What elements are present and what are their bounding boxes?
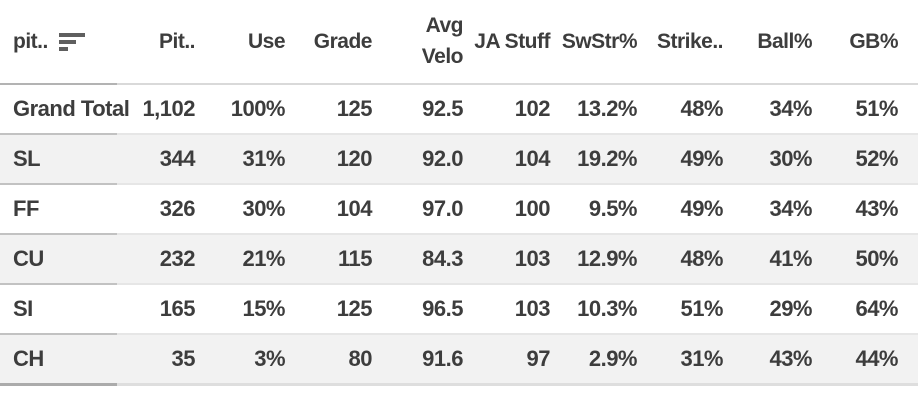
stat-cell[interactable]: 125 bbox=[285, 284, 373, 335]
stat-cell[interactable]: 51% bbox=[637, 284, 724, 335]
column-header-strike[interactable]: Strike.. bbox=[637, 0, 724, 85]
column-header-avg-velo[interactable]: Avg Velo bbox=[372, 0, 464, 85]
table-row: SL 344 31% 120 92.0 104 19.2% 49% 30% 52% bbox=[0, 134, 918, 185]
stat-cell[interactable]: 21% bbox=[195, 234, 286, 285]
pitch-type-cell[interactable]: FF bbox=[0, 184, 117, 235]
column-header-grade[interactable]: Grade bbox=[285, 0, 373, 85]
pitch-stats-table: pit.. Pit.. Use Grade Avg Velo JA Stuff … bbox=[0, 0, 918, 386]
stat-cell[interactable]: 19.2% bbox=[550, 134, 638, 185]
stat-cell[interactable]: 3% bbox=[195, 334, 286, 386]
stat-cell[interactable]: 92.5 bbox=[372, 84, 464, 135]
stat-cell[interactable]: 64% bbox=[812, 284, 918, 335]
column-header-pitches-label: Pit.. bbox=[158, 29, 196, 53]
column-header-ball-pct[interactable]: Ball% bbox=[723, 0, 812, 85]
stat-cell[interactable]: 165 bbox=[117, 284, 196, 335]
column-header-gb-pct-label: GB% bbox=[849, 29, 898, 53]
stat-cell[interactable]: 43% bbox=[723, 334, 813, 386]
stat-cell[interactable]: 104 bbox=[463, 134, 551, 185]
stat-cell[interactable]: 13.2% bbox=[550, 84, 638, 135]
stat-cell[interactable]: 326 bbox=[117, 184, 196, 235]
column-header-strike-label: Strike.. bbox=[656, 29, 724, 53]
table-row: FF 326 30% 104 97.0 100 9.5% 49% 34% 43% bbox=[0, 184, 918, 235]
stat-cell[interactable]: 97.0 bbox=[372, 184, 464, 235]
stat-cell[interactable]: 34% bbox=[723, 184, 813, 235]
table-row: SI 165 15% 125 96.5 103 10.3% 51% 29% 64% bbox=[0, 284, 918, 335]
column-header-use[interactable]: Use bbox=[195, 0, 286, 85]
stat-cell[interactable]: 120 bbox=[285, 134, 373, 185]
stat-cell[interactable]: 84.3 bbox=[372, 234, 464, 285]
column-header-ja-stuff-label: JA Stuff bbox=[474, 29, 550, 53]
table-row: CH 35 3% 80 91.6 97 2.9% 31% 43% 44% bbox=[0, 334, 918, 386]
table-body: Grand Total 1,102 100% 125 92.5 102 13.2% 48% 34… bbox=[0, 84, 918, 386]
stat-cell[interactable]: 102 bbox=[463, 84, 551, 135]
stat-cell[interactable]: 232 bbox=[117, 234, 196, 285]
stat-cell[interactable]: 51% bbox=[812, 84, 918, 135]
pitch-type-cell[interactable]: CU bbox=[0, 234, 117, 285]
table-header: pit.. Pit.. Use Grade Avg Velo JA Stuff … bbox=[0, 0, 918, 85]
stat-cell[interactable]: 35 bbox=[117, 334, 196, 386]
stat-cell[interactable]: 30% bbox=[195, 184, 286, 235]
stat-cell[interactable]: 100% bbox=[195, 84, 286, 135]
stat-cell[interactable]: 52% bbox=[812, 134, 918, 185]
stat-cell[interactable]: 48% bbox=[637, 84, 724, 135]
stat-cell[interactable]: 44% bbox=[812, 334, 918, 386]
pitch-type-cell[interactable]: SL bbox=[0, 134, 117, 185]
stat-cell[interactable]: 2.9% bbox=[550, 334, 638, 386]
stat-cell[interactable]: 80 bbox=[285, 334, 373, 386]
column-header-pitches[interactable]: Pit.. bbox=[117, 0, 196, 85]
stat-cell[interactable]: 104 bbox=[285, 184, 373, 235]
table-row: CU 232 21% 115 84.3 103 12.9% 48% 41% 50% bbox=[0, 234, 918, 285]
column-header-ja-stuff[interactable]: JA Stuff bbox=[463, 0, 550, 85]
header-row: pit.. Pit.. Use Grade Avg Velo JA Stuff … bbox=[0, 0, 918, 85]
stat-cell[interactable]: 29% bbox=[723, 284, 813, 335]
stat-cell[interactable]: 34% bbox=[723, 84, 813, 135]
stat-cell[interactable]: 48% bbox=[637, 234, 724, 285]
stat-cell[interactable]: 49% bbox=[637, 134, 724, 185]
sort-descending-icon[interactable] bbox=[58, 32, 85, 51]
stat-cell[interactable]: 100 bbox=[463, 184, 551, 235]
stat-cell[interactable]: 103 bbox=[463, 234, 551, 285]
stat-cell[interactable]: 125 bbox=[285, 84, 373, 135]
stat-cell[interactable]: 344 bbox=[117, 134, 196, 185]
table-row: Grand Total 1,102 100% 125 92.5 102 13.2% 48% 34… bbox=[0, 84, 918, 135]
stat-cell[interactable]: 97 bbox=[463, 334, 551, 386]
column-header-gb-pct[interactable]: GB% bbox=[812, 0, 918, 85]
stat-cell[interactable]: 103 bbox=[463, 284, 551, 335]
stat-cell[interactable]: 1,102 bbox=[117, 84, 196, 135]
column-header-ball-pct-label: Ball% bbox=[757, 29, 812, 53]
stat-cell[interactable]: 43% bbox=[812, 184, 918, 235]
stat-cell[interactable]: 96.5 bbox=[372, 284, 464, 335]
pitch-type-cell[interactable]: CH bbox=[0, 334, 117, 386]
stat-cell[interactable]: 49% bbox=[637, 184, 724, 235]
column-header-pitch-type[interactable]: pit.. bbox=[0, 0, 117, 85]
pitch-type-cell[interactable]: SI bbox=[0, 284, 117, 335]
stat-cell[interactable]: 50% bbox=[812, 234, 918, 285]
stat-cell[interactable]: 12.9% bbox=[550, 234, 638, 285]
stat-cell[interactable]: 92.0 bbox=[372, 134, 464, 185]
stat-cell[interactable]: 115 bbox=[285, 234, 373, 285]
pitch-type-cell[interactable]: Grand Total bbox=[0, 84, 130, 135]
stat-cell[interactable]: 31% bbox=[195, 134, 286, 185]
column-header-grade-label: Grade bbox=[313, 29, 373, 53]
stat-cell[interactable]: 10.3% bbox=[550, 284, 638, 335]
column-header-swstr-pct-label: SwStr% bbox=[561, 29, 638, 53]
column-header-pitch-type-label: pit.. bbox=[13, 29, 48, 53]
stat-cell[interactable]: 30% bbox=[723, 134, 813, 185]
stat-cell[interactable]: 91.6 bbox=[372, 334, 464, 386]
column-header-use-label: Use bbox=[247, 29, 286, 53]
stat-cell[interactable]: 31% bbox=[637, 334, 724, 386]
column-header-avg-velo-label: Avg Velo bbox=[421, 14, 464, 68]
stat-cell[interactable]: 9.5% bbox=[550, 184, 638, 235]
stat-cell[interactable]: 41% bbox=[723, 234, 813, 285]
stat-cell[interactable]: 15% bbox=[195, 284, 286, 335]
column-header-swstr-pct[interactable]: SwStr% bbox=[550, 0, 638, 85]
